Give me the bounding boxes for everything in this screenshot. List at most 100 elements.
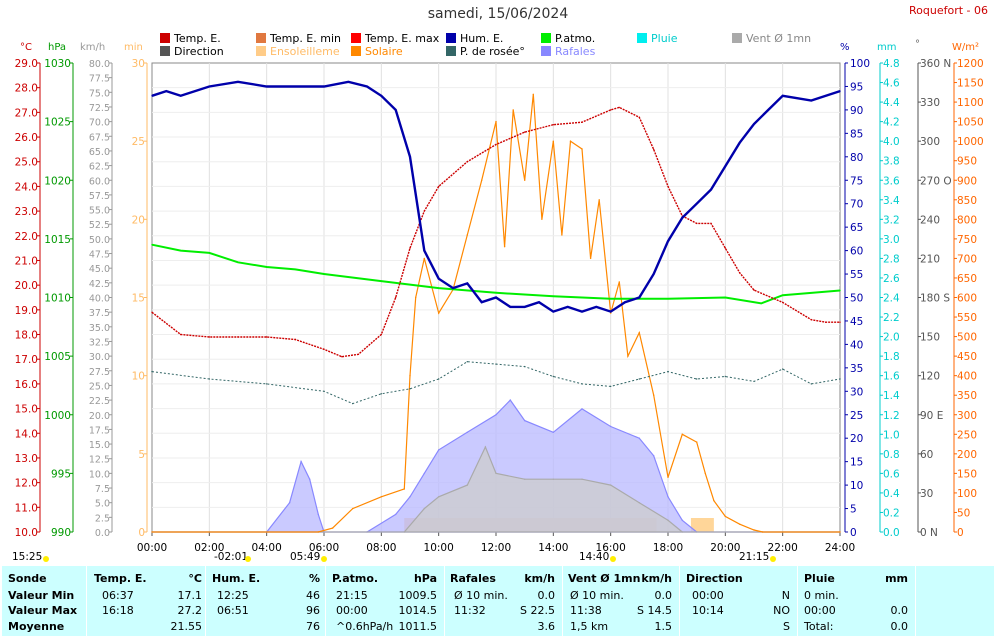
data-point bbox=[294, 85, 296, 88]
direction-tick-label: 330 bbox=[920, 97, 940, 109]
summary-cell-temp-val: 21.55 bbox=[170, 620, 203, 633]
data-point bbox=[309, 478, 311, 480]
summary-cell-hum-val: 46 bbox=[306, 589, 320, 602]
data-point bbox=[696, 222, 698, 225]
wind-tick-label: 45.0 bbox=[89, 264, 110, 275]
data-point bbox=[667, 370, 669, 373]
data-point bbox=[423, 257, 425, 260]
data-point bbox=[552, 375, 554, 378]
summary-cell-temp-val: 27.2 bbox=[177, 604, 203, 617]
event-marker-icon bbox=[321, 556, 327, 562]
data-point bbox=[638, 502, 640, 504]
data-point bbox=[839, 378, 841, 380]
data-point bbox=[667, 496, 669, 498]
data-point bbox=[667, 476, 669, 478]
time-tick-label: 04:00 bbox=[252, 542, 282, 554]
wind-tick-label: 75.0 bbox=[89, 88, 110, 99]
summary-cell-wind-val: 1.5 bbox=[654, 620, 673, 633]
legend-swatch bbox=[256, 33, 266, 43]
data-point bbox=[495, 296, 497, 299]
wind-tick-label: 25.0 bbox=[89, 381, 110, 392]
data-point bbox=[610, 425, 612, 428]
data-point bbox=[524, 419, 526, 422]
hdr-hum: Hum. E. bbox=[212, 572, 261, 585]
legend-temp-min: Temp. E. min bbox=[256, 32, 341, 45]
solar-tick-label: 1200 bbox=[957, 58, 984, 70]
data-point bbox=[610, 298, 612, 300]
wind-tick-label: 37.5 bbox=[89, 308, 110, 319]
rain-tick-label: 0.8 bbox=[883, 449, 900, 461]
data-point bbox=[653, 273, 655, 275]
solar-tick-label: 350 bbox=[957, 390, 977, 402]
data-point bbox=[438, 378, 440, 380]
temp-tick-label: 18.0 bbox=[15, 330, 38, 342]
event-time-label: -02:01 bbox=[214, 551, 248, 563]
legend-label: Vent Ø 1mn bbox=[746, 32, 812, 45]
data-point bbox=[696, 378, 698, 380]
event-time-label: 15:25 bbox=[12, 551, 42, 563]
data-point bbox=[423, 249, 425, 252]
data-point bbox=[839, 90, 841, 92]
data-point bbox=[561, 234, 563, 236]
unit-wind: km/h bbox=[80, 42, 105, 53]
data-point bbox=[810, 319, 812, 321]
wind-tick-label: 52.5 bbox=[89, 220, 110, 231]
legend-patmo: P.atmo. bbox=[541, 32, 595, 45]
legend-rafales: Rafales bbox=[541, 45, 595, 58]
rain-tick-label: 3.4 bbox=[883, 195, 900, 207]
data-point bbox=[552, 310, 554, 313]
event-marker-icon bbox=[610, 556, 616, 562]
data-point bbox=[403, 488, 405, 490]
summary-cell-gust-val: 0.0 bbox=[537, 589, 556, 602]
event-time-label: 21:15 bbox=[739, 551, 769, 563]
data-point bbox=[839, 289, 841, 292]
summary-cell-press-time: ^0.6hPa/h bbox=[336, 620, 394, 633]
summary-cell-label: Valeur Min bbox=[8, 589, 75, 602]
data-point bbox=[409, 247, 411, 249]
time-tick-label: 06:00 bbox=[309, 542, 339, 554]
data-point bbox=[438, 185, 440, 188]
data-point bbox=[610, 385, 612, 388]
rain-tick-label: 2.6 bbox=[883, 273, 900, 285]
data-point bbox=[724, 296, 726, 299]
data-point bbox=[180, 95, 182, 97]
solar-tick-label: 50 bbox=[957, 507, 970, 519]
solar-tick-label: 300 bbox=[957, 410, 977, 422]
pressure-tick-label: 1005 bbox=[44, 351, 71, 363]
data-point bbox=[495, 120, 497, 123]
chart-title: samedi, 15/06/2024 bbox=[427, 6, 569, 22]
data-point bbox=[581, 148, 583, 150]
data-point bbox=[466, 484, 468, 486]
humidity-tick-label: 75 bbox=[850, 175, 863, 187]
humidity-tick-label: 100 bbox=[850, 58, 870, 70]
temp-tick-label: 16.0 bbox=[15, 379, 38, 391]
data-point bbox=[681, 433, 683, 435]
data-point bbox=[208, 336, 210, 338]
data-point bbox=[753, 380, 755, 383]
data-point bbox=[753, 289, 755, 291]
rain-tick-label: 1.8 bbox=[883, 351, 900, 363]
rain-tick-label: 3.8 bbox=[883, 156, 900, 168]
sun_min-tick-label: 5 bbox=[138, 449, 145, 461]
temp-tick-label: 27.0 bbox=[15, 107, 38, 119]
humidity-tick-label: 35 bbox=[850, 363, 863, 375]
data-point bbox=[667, 185, 669, 188]
data-point bbox=[151, 95, 153, 97]
unit-solar: W/m² bbox=[952, 42, 979, 53]
sun_min-tick-label: 30 bbox=[132, 58, 145, 70]
summary-cell-dir-time: 00:00 bbox=[692, 589, 724, 602]
solar-tick-label: 550 bbox=[957, 312, 977, 324]
data-point bbox=[466, 234, 468, 236]
temp-tick-label: 26.0 bbox=[15, 132, 38, 144]
data-point bbox=[552, 295, 554, 297]
wind-tick-label: 62.5 bbox=[89, 162, 110, 173]
solar-tick-label: 1000 bbox=[957, 136, 984, 148]
rain-tick-label: 2.2 bbox=[883, 312, 900, 324]
wind-tick-label: 32.5 bbox=[89, 337, 110, 348]
legend-swatch bbox=[446, 33, 456, 43]
pressure-tick-label: 1015 bbox=[44, 234, 71, 246]
data-point bbox=[323, 390, 325, 392]
direction-tick-label: 210 bbox=[920, 253, 940, 265]
wind-tick-label: 65.0 bbox=[89, 147, 110, 158]
data-point bbox=[724, 515, 726, 518]
